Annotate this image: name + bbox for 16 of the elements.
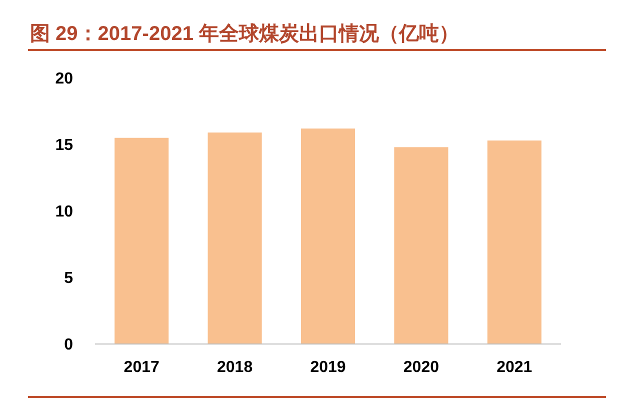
x-tick-label: 2020 (403, 359, 440, 376)
bar (300, 128, 356, 344)
y-tick-label: 0 (64, 336, 74, 354)
x-tick-label: 2019 (310, 359, 346, 376)
y-tick-label: 5 (64, 270, 74, 288)
y-tick-label: 20 (55, 70, 74, 88)
x-tick-label: 2017 (124, 359, 160, 376)
chart-title: 图 29：2017-2021 年全球煤炭出口情况（亿吨） (30, 23, 460, 45)
y-tick-label: 15 (55, 137, 74, 154)
bar (208, 132, 262, 344)
x-tick-label: 2021 (496, 359, 532, 376)
y-tick-label: 10 (55, 204, 74, 221)
bar (394, 147, 448, 344)
x-tick-label: 2018 (217, 359, 253, 376)
bar (114, 138, 169, 344)
bar (487, 140, 542, 344)
